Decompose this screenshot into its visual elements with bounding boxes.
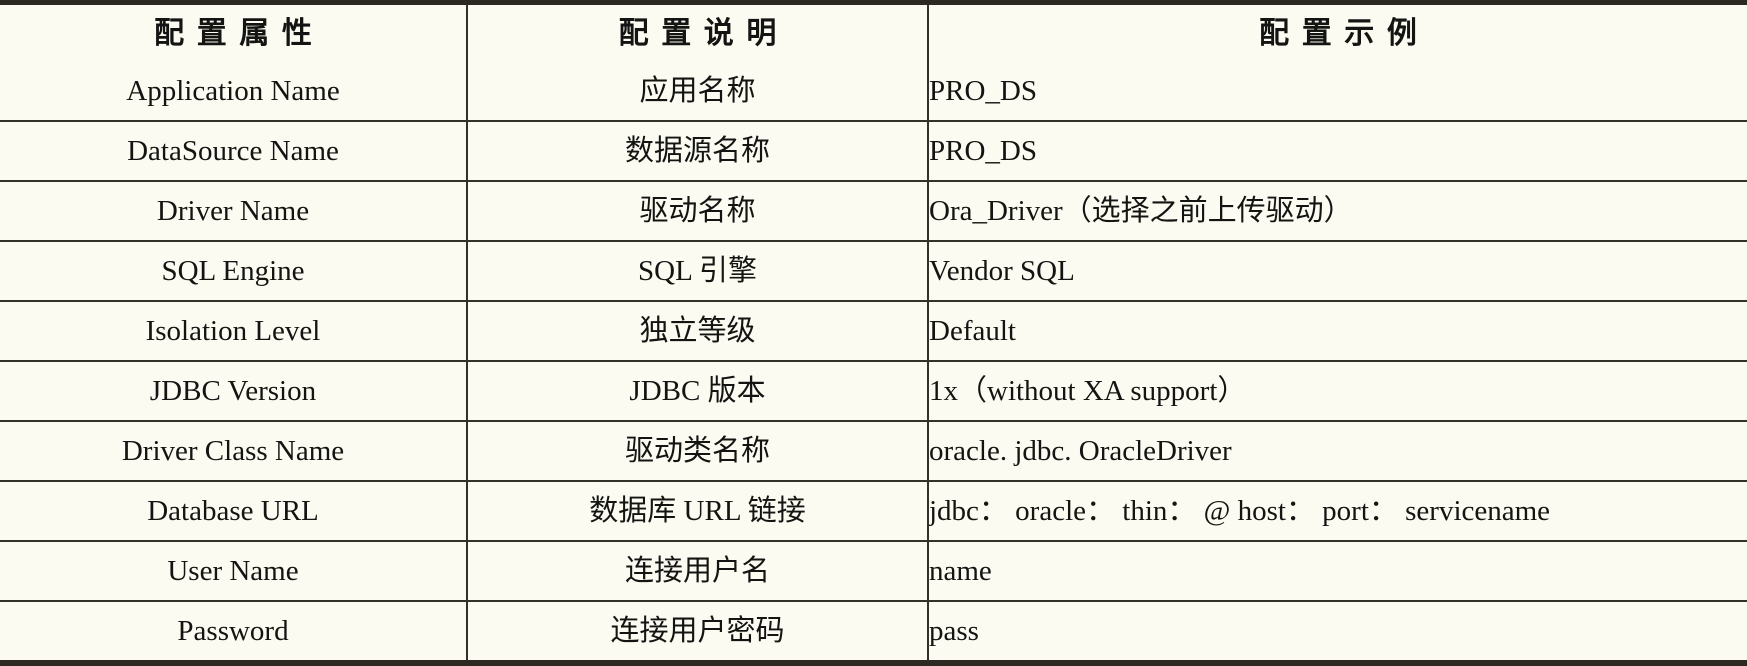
property-cell: Database URL [147,494,319,527]
property-cell: Application Name [126,74,340,107]
table-row: JDBC Version JDBC 版本 1x（without XA suppo… [0,361,1747,421]
description-cell: 应用名称 [466,62,929,121]
example-cell: pass [929,614,979,647]
table-row: Database URL 数据库 URL 链接 jdbc： oracle： th… [0,481,1747,541]
example-cell: PRO_DS [929,134,1037,167]
table-header: 配置属性 配置说明 配置示例 [0,2,1747,62]
example-cell: Ora_Driver（选择之前上传驱动） [929,194,1353,227]
example-cell: jdbc： oracle： thin： @ host： port： servic… [929,494,1551,527]
table-row: Isolation Level 独立等级 Default [0,301,1747,361]
description-cell: 驱动名称 [466,181,929,241]
property-cell: DataSource Name [127,134,339,167]
table-row: User Name 连接用户名 name [0,541,1747,601]
example-cell: 1x（without XA support） [929,374,1247,407]
example-cell: oracle. jdbc. OracleDriver [929,434,1232,467]
property-cell: Driver Class Name [121,434,345,467]
property-cell: JDBC Version [149,374,317,407]
property-cell: Password [177,614,289,647]
header-row: 配置属性 配置说明 配置示例 [0,2,1747,62]
column-header-example: 配置示例 [1259,15,1430,51]
description-cell: SQL 引擎 [466,241,929,301]
table-body: Application Name 应用名称 PRO_DS DataSource … [0,62,1747,663]
table-row: Application Name 应用名称 PRO_DS [0,62,1747,121]
property-cell: User Name [167,554,299,587]
example-cell: Vendor SQL [929,254,1075,287]
table-row: SQL Engine SQL 引擎 Vendor SQL [0,241,1747,301]
property-cell: SQL Engine [161,254,305,287]
property-cell: Driver Name [156,194,310,227]
property-cell: Isolation Level [145,314,321,347]
example-cell: name [929,554,992,587]
description-cell: 独立等级 [466,301,929,361]
description-cell: 数据源名称 [466,121,929,181]
table-row: Driver Name 驱动名称 Ora_Driver（选择之前上传驱动） [0,181,1747,241]
example-cell: Default [929,314,1016,347]
table-row: DataSource Name 数据源名称 PRO_DS [0,121,1747,181]
description-cell: 连接用户密码 [466,601,929,663]
description-cell: 驱动类名称 [466,421,929,481]
description-cell: 数据库 URL 链接 [466,481,929,541]
column-header-description: 配置说明 [466,2,929,62]
table-row: Driver Class Name 驱动类名称 oracle. jdbc. Or… [0,421,1747,481]
example-cell: PRO_DS [929,74,1037,107]
description-cell: 连接用户名 [466,541,929,601]
column-header-property: 配置属性 [154,15,325,51]
table-row: Password 连接用户密码 pass [0,601,1747,663]
description-cell: JDBC 版本 [466,361,929,421]
